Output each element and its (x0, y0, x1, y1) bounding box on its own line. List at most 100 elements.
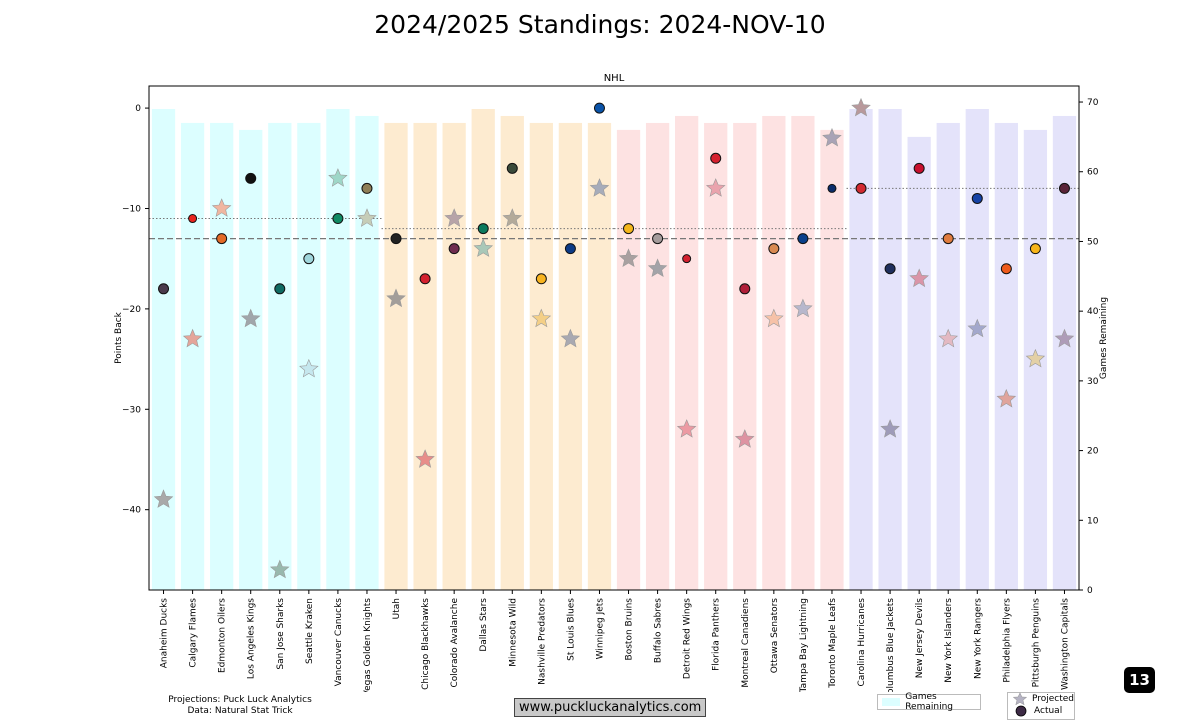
circle-icon (1015, 705, 1027, 717)
legend-markers: Projected Actual (1007, 692, 1075, 720)
x-tick-label-edmonton-oilers: Edmonton Oilers (218, 598, 228, 673)
games-bar-philadelphia-flyers (994, 122, 1018, 591)
games-bar-washington-capitals (1052, 115, 1077, 591)
actual-point-ottawa-senators (768, 243, 780, 255)
projected-star-winnipeg-jets (589, 178, 610, 197)
website-link[interactable]: www.puckluckanalytics.com (514, 698, 707, 717)
y-tick-label: −40 (122, 506, 141, 516)
projected-star-columbus-blue-jackets (880, 419, 900, 438)
projected-star-st-louis-blues (560, 328, 581, 348)
actual-point-philadelphia-flyers (1000, 263, 1012, 275)
projected-star-ottawa-senators (764, 308, 784, 328)
star-icon (1012, 692, 1028, 706)
legend-actual-label: Actual (1034, 706, 1063, 716)
x-tick-label-minnesota-wild: Minnesota Wild (508, 598, 518, 667)
actual-point-carolina-hurricanes (855, 182, 867, 194)
page-title: 2024/2025 Standings: 2024-NOV-10 (374, 10, 826, 39)
y2-tick-label: 20 (1087, 447, 1099, 457)
games-bar-montreal-canadiens (733, 122, 757, 591)
x-tick-label-boston-bruins: Boston Bruins (625, 598, 635, 661)
legend-projected-row: Projected (1008, 692, 1074, 706)
games-bar-buffalo-sabres (645, 122, 670, 591)
x-tick-label-winnipeg-jets: Winnipeg Jets (596, 598, 606, 660)
games-bar-utah (384, 122, 408, 591)
actual-point-buffalo-sabres (652, 233, 664, 245)
x-tick-label-florida-panthers: Florida Panthers (712, 598, 722, 671)
games-bar-anaheim-ducks (151, 109, 176, 590)
projected-star-detroit-red-wings (676, 419, 697, 438)
y2-tick-label: 0 (1087, 586, 1093, 596)
projected-star-carolina-hurricanes (851, 97, 871, 117)
y-tick-label: −30 (122, 405, 141, 415)
projected-star-nashville-predators (531, 308, 552, 328)
x-tick-label-utah: Utah (392, 598, 402, 619)
actual-point-washington-capitals (1058, 182, 1070, 194)
projected-star-utah (386, 288, 406, 308)
x-tick-label-buffalo-sabres: Buffalo Sabres (654, 598, 664, 663)
x-tick-label-carolina-hurricanes: Carolina Hurricanes (857, 598, 867, 687)
x-tick-label-new-york-rangers: New York Rangers (973, 598, 983, 679)
x-tick-label-san-jose-sharks: San Jose Sharks (276, 598, 286, 670)
games-bar-minnesota-wild (500, 115, 524, 591)
legend-projected-label: Projected (1031, 694, 1074, 704)
games-bar-nashville-predators (529, 122, 553, 591)
projected-star-new-york-islanders (938, 328, 959, 348)
legend-actual-row: Actual (1008, 705, 1074, 717)
projected-star-vegas-golden-knights (357, 208, 377, 227)
y2-tick-label: 50 (1087, 237, 1099, 247)
y2-tick-label: 60 (1087, 168, 1099, 178)
actual-point-vegas-golden-knights (361, 182, 373, 194)
x-tick-label-new-jersey-devils: New Jersey Devils (915, 598, 925, 679)
actual-point-detroit-red-wings (682, 254, 692, 264)
y-tick-label: −10 (122, 204, 141, 214)
actual-point-pittsburgh-penguins (1029, 243, 1041, 255)
legend-games-remaining: Games Remaining (877, 692, 981, 712)
actual-point-vancouver-canucks (332, 213, 344, 225)
page-number-badge: 13 (1124, 667, 1155, 693)
y2-tick-label: 40 (1087, 307, 1099, 317)
games-bar-carolina-hurricanes (849, 109, 873, 590)
games-bar-columbus-blue-jackets (878, 109, 902, 590)
games-bar-los-angeles-kings (239, 129, 263, 591)
games-remaining-swatch (882, 698, 901, 706)
axes: 0 −10 −20 −30 −40 0 10 20 30 40 50 60 70 Anaheim Duck… (122, 98, 1099, 692)
games-bar-new-jersey-devils (907, 136, 931, 590)
projected-star-philadelphia-flyers (996, 388, 1017, 408)
actual-point-dallas-stars (477, 223, 489, 235)
projected-star-edmonton-oilers (211, 198, 232, 217)
x-tick-label-vancouver-canucks: Vancouver Canucks (334, 598, 344, 687)
legend-games-label: Games Remaining (905, 692, 953, 712)
projected-star-florida-panthers (705, 178, 726, 197)
projected-star-seattle-kraken (299, 358, 319, 378)
games-bar-dallas-stars (471, 109, 495, 590)
actual-point-new-jersey-devils (913, 162, 925, 174)
games-bar-calgary-flames (180, 122, 205, 591)
games-bar-ottawa-senators (762, 115, 786, 591)
projected-star-new-jersey-devils (909, 268, 929, 288)
projected-star-anaheim-ducks (153, 489, 174, 508)
actual-point-boston-bruins (623, 223, 635, 235)
games-bar-winnipeg-jets (587, 122, 612, 591)
actual-point-edmonton-oilers (216, 233, 228, 245)
games-bar-vegas-golden-knights (355, 115, 379, 591)
x-tick-label-st-louis-blues: St Louis Blues (566, 598, 576, 661)
data-credit: Data: Natural Stat Trick (187, 706, 293, 716)
projected-star-calgary-flames (182, 328, 203, 348)
x-tick-label-vegas-golden-knights: Vegas Golden Knights (363, 598, 373, 692)
actual-point-san-jose-sharks (274, 283, 286, 295)
projected-star-vancouver-canucks (328, 168, 348, 187)
games-bar-boston-bruins (616, 129, 641, 591)
actual-point-new-york-islanders (942, 233, 954, 245)
games-bar-chicago-blackhawks (413, 122, 437, 591)
actual-point-new-york-rangers (971, 192, 983, 204)
actual-point-florida-panthers (710, 152, 722, 164)
x-tick-label-dallas-stars: Dallas Stars (479, 598, 489, 652)
projected-star-new-york-rangers (967, 318, 988, 338)
actual-point-utah (390, 233, 402, 245)
actual-point-seattle-kraken (303, 253, 315, 265)
games-bar-toronto-maple-leafs (820, 129, 844, 591)
projected-star-tampa-bay-lightning (793, 298, 813, 318)
projected-star-dallas-stars (473, 238, 494, 257)
projected-star-colorado-avalanche (444, 208, 464, 227)
y-tick-label: −20 (122, 305, 141, 315)
